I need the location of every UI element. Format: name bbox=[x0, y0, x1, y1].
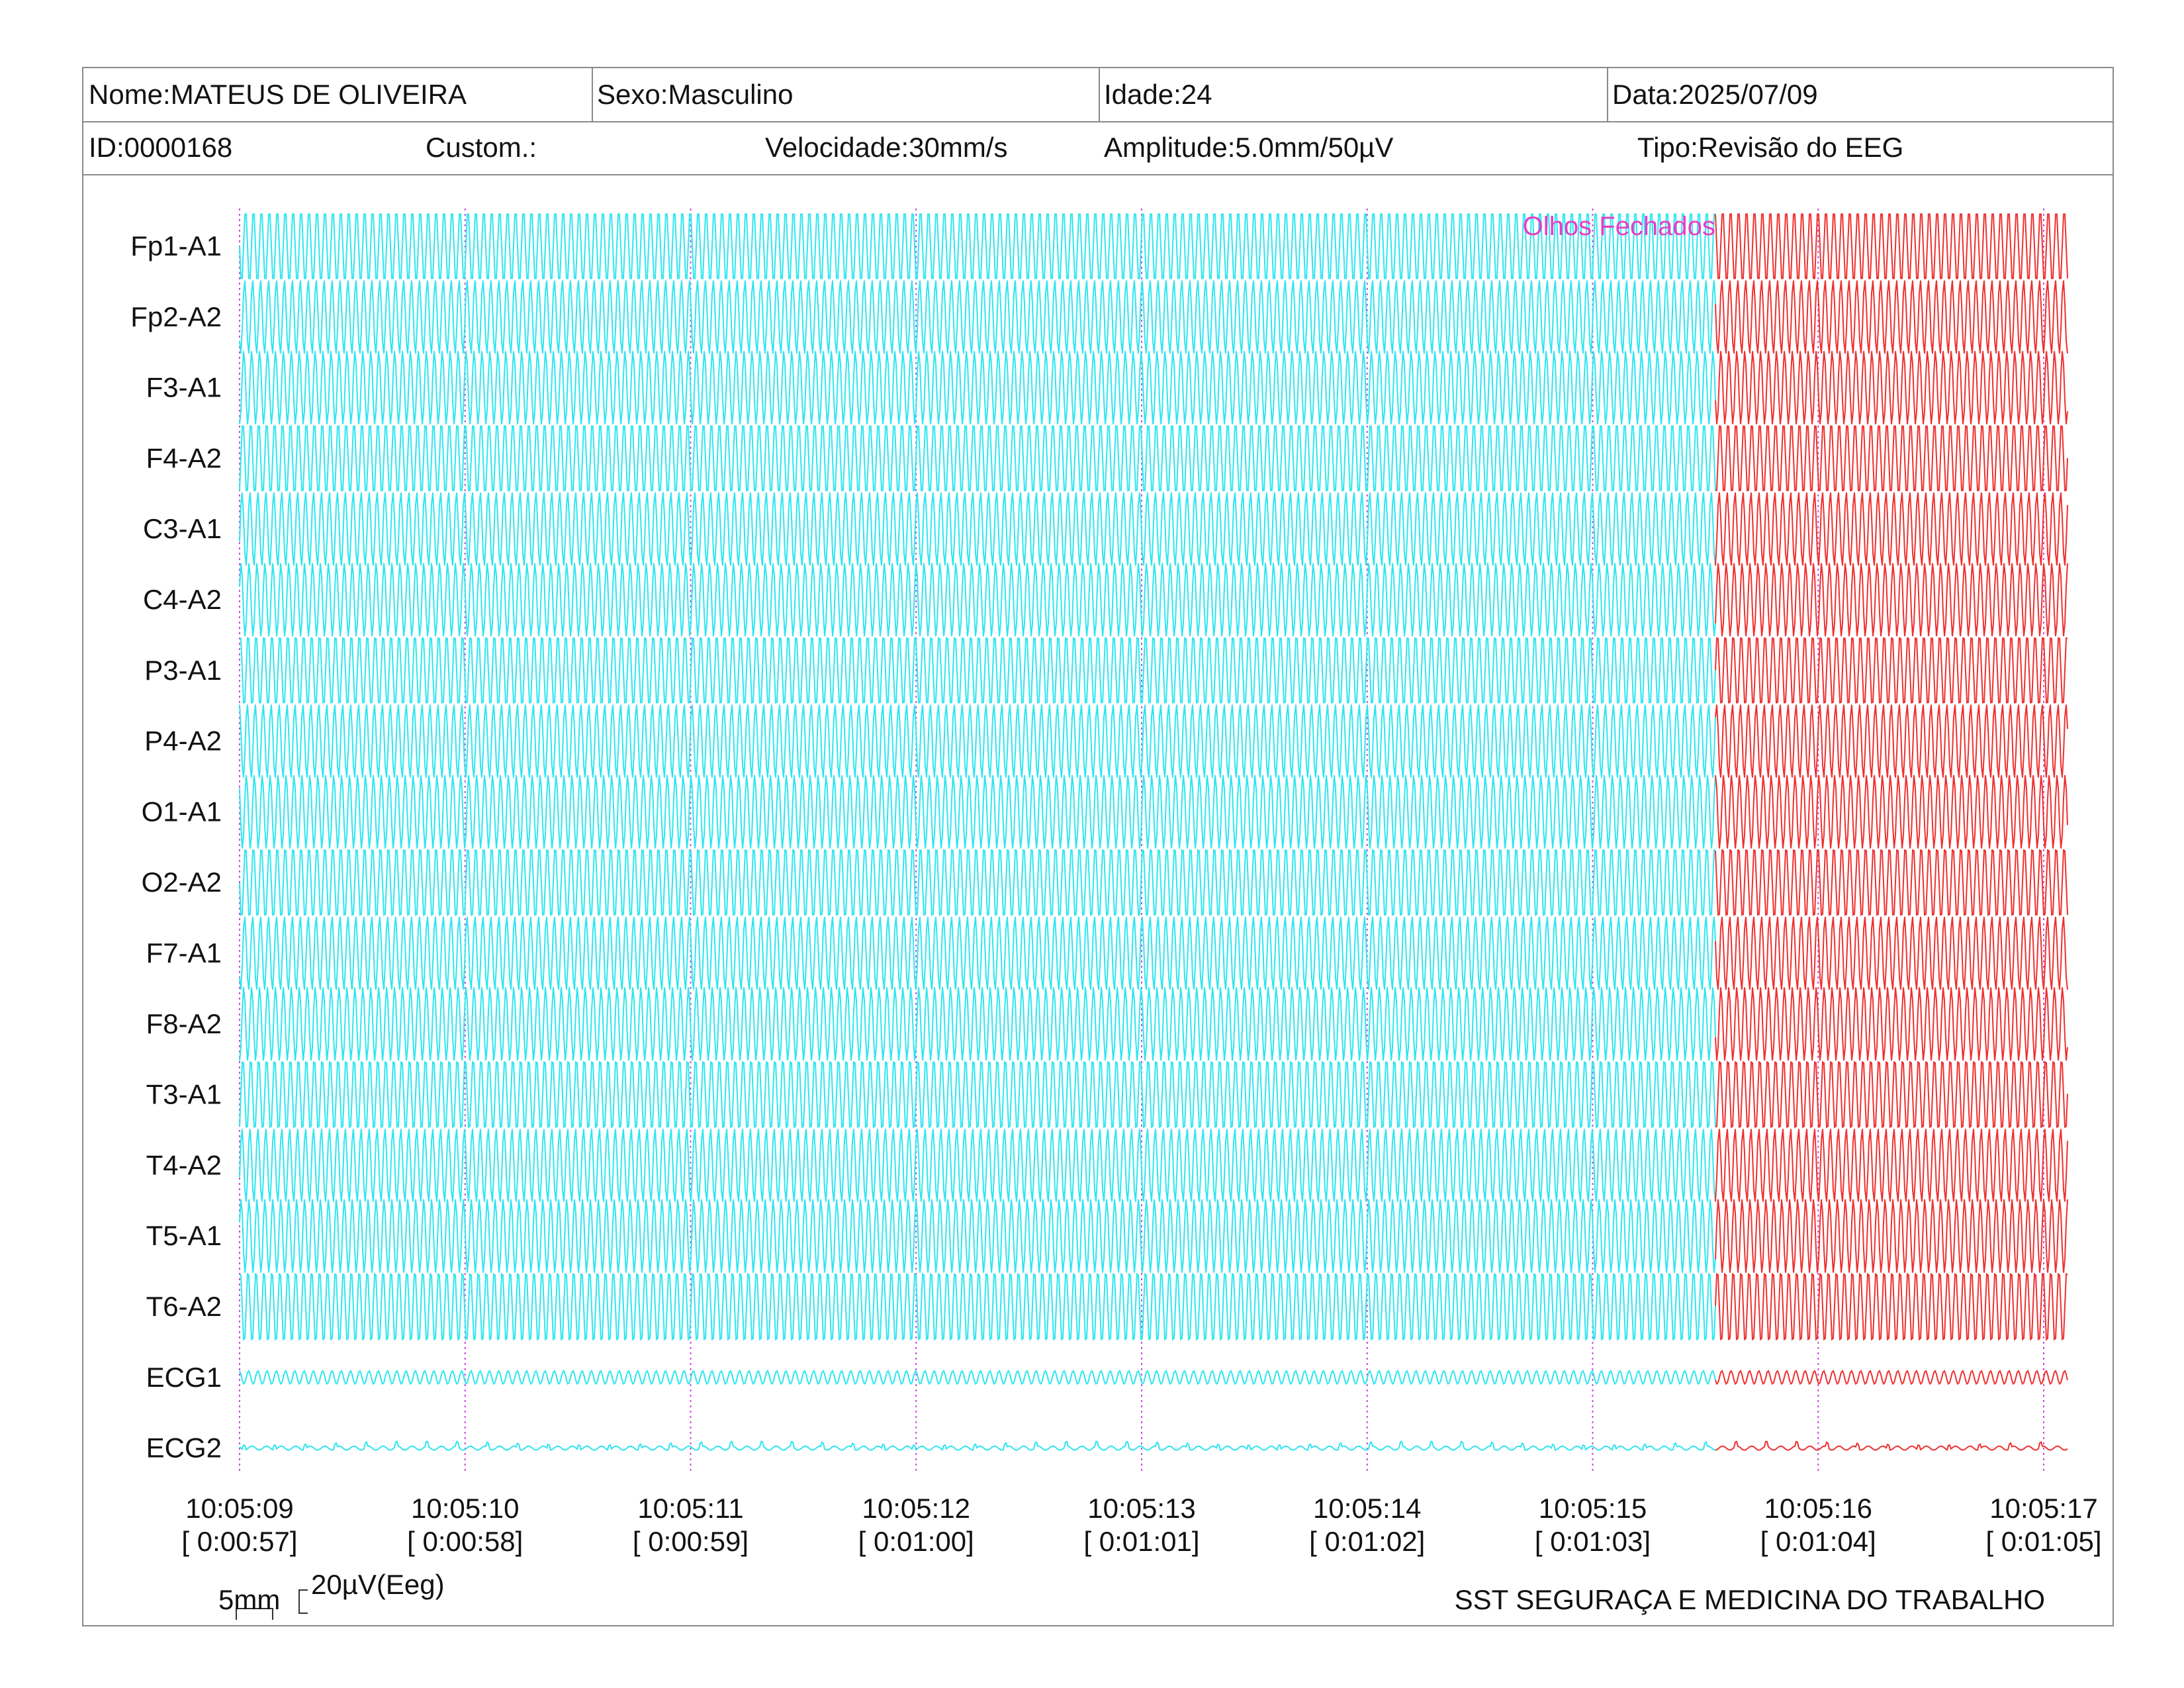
trace-eyes-open bbox=[239, 351, 1716, 424]
time-tick-elapsed: [ 0:01:02] bbox=[1309, 1526, 1425, 1557]
time-tick-elapsed: [ 0:01:05] bbox=[1985, 1526, 2101, 1557]
divider bbox=[592, 68, 593, 121]
exam-type: Tipo:Revisão do EEG bbox=[1637, 132, 1904, 163]
time-tick-clock: 10:05:15 bbox=[1539, 1493, 1647, 1524]
trace-eyes-closed bbox=[1715, 563, 2068, 637]
trace-eyes-open bbox=[239, 987, 1716, 1061]
time-tick-clock: 10:05:12 bbox=[862, 1493, 971, 1524]
patient-sex: Sexo:Masculino bbox=[597, 79, 794, 110]
time-tick-clock: 10:05:13 bbox=[1087, 1493, 1196, 1524]
patient-name: Nome:MATEUS DE OLIVEIRA bbox=[89, 79, 467, 110]
trace-eyes-closed bbox=[1715, 849, 2068, 916]
eeg-traces bbox=[239, 213, 2068, 1451]
channel-label: O2-A2 bbox=[142, 867, 222, 898]
channel-label: T3-A1 bbox=[146, 1079, 222, 1110]
trace-eyes-open bbox=[239, 1129, 1716, 1202]
channel-label: C3-A1 bbox=[143, 513, 222, 544]
time-tick-clock: 10:05:17 bbox=[1989, 1493, 2098, 1524]
channel-label: Fp2-A2 bbox=[130, 301, 222, 332]
channel-label: P3-A1 bbox=[144, 655, 222, 686]
divider bbox=[1607, 68, 1608, 121]
trace-eyes-closed bbox=[1715, 213, 2068, 279]
amplitude: Amplitude:5.0mm/50µV bbox=[1104, 132, 1394, 163]
time-gridlines bbox=[239, 209, 2044, 1473]
channel-label: ECG1 bbox=[146, 1362, 222, 1393]
trace-eyes-closed bbox=[1715, 637, 2068, 704]
time-tick-elapsed: [ 0:01:04] bbox=[1760, 1526, 1876, 1557]
channel-label: P4-A2 bbox=[144, 726, 222, 757]
header-row-patient: Nome:MATEUS DE OLIVEIRA Sexo:Masculino I… bbox=[83, 68, 2113, 122]
time-tick-elapsed: [ 0:01:01] bbox=[1083, 1526, 1199, 1557]
time-tick-elapsed: [ 0:00:59] bbox=[633, 1526, 749, 1557]
trace-eyes-open bbox=[239, 1440, 1716, 1451]
channel-label: F7-A1 bbox=[146, 937, 222, 968]
trace-eyes-closed bbox=[1715, 1199, 2068, 1273]
trace-eyes-open bbox=[239, 213, 1715, 279]
patient-age: Idade:24 bbox=[1104, 79, 1212, 110]
trace-eyes-open bbox=[239, 280, 1716, 354]
trace-eyes-closed bbox=[1715, 425, 2068, 492]
trace-eyes-open bbox=[239, 425, 1716, 492]
time-tick-clock: 10:05:14 bbox=[1313, 1493, 1422, 1524]
trace-eyes-open bbox=[239, 1199, 1716, 1273]
divider bbox=[1099, 68, 1100, 121]
speed: Velocidade:30mm/s bbox=[765, 132, 1008, 163]
time-tick-elapsed: [ 0:01:00] bbox=[858, 1526, 974, 1557]
trace-eyes-closed bbox=[1715, 1440, 2068, 1451]
trace-eyes-open bbox=[239, 775, 1716, 849]
trace-eyes-closed bbox=[1715, 280, 2068, 354]
time-tick-clock: 10:05:10 bbox=[411, 1493, 520, 1524]
channel-label: F3-A1 bbox=[146, 372, 222, 403]
trace-eyes-closed bbox=[1715, 916, 2068, 990]
trace-eyes-open bbox=[239, 637, 1716, 704]
trace-eyes-closed bbox=[1715, 775, 2068, 849]
header-row-exam: ID:0000168 Custom.: Velocidade:30mm/s Am… bbox=[83, 121, 2113, 175]
channel-label: T6-A2 bbox=[146, 1291, 222, 1322]
amp-scale-bracket bbox=[298, 1589, 308, 1614]
time-scale-label: 5mm bbox=[218, 1584, 281, 1615]
trace-eyes-open bbox=[239, 1272, 1716, 1341]
custom-field: Custom.: bbox=[426, 132, 537, 163]
trace-eyes-open bbox=[239, 1370, 1716, 1385]
report-frame: Nome:MATEUS DE OLIVEIRA Sexo:Masculino I… bbox=[82, 67, 2114, 1626]
channel-label: C4-A2 bbox=[143, 584, 222, 615]
time-tick-clock: 10:05:09 bbox=[185, 1493, 294, 1524]
trace-eyes-open bbox=[239, 492, 1716, 566]
trace-eyes-closed bbox=[1715, 987, 2068, 1061]
time-tick-labels: 10:05:09[ 0:00:57] 10:05:10[ 0:00:58] 10:0… bbox=[181, 1493, 2101, 1557]
trace-eyes-closed bbox=[1715, 1129, 2068, 1202]
patient-id: ID:0000168 bbox=[89, 132, 233, 163]
channel-label: O1-A1 bbox=[142, 796, 222, 827]
trace-eyes-closed bbox=[1715, 1370, 2068, 1385]
trace-eyes-open bbox=[239, 563, 1716, 637]
trace-eyes-open bbox=[239, 1060, 1716, 1129]
channel-label: F8-A2 bbox=[146, 1008, 222, 1039]
channel-label: T5-A1 bbox=[146, 1220, 222, 1251]
time-tick-clock: 10:05:11 bbox=[637, 1493, 743, 1524]
trace-eyes-open bbox=[239, 704, 1716, 778]
trace-eyes-closed bbox=[1715, 1272, 2068, 1341]
time-tick-clock: 10:05:16 bbox=[1764, 1493, 1873, 1524]
trace-eyes-closed bbox=[1715, 704, 2068, 778]
time-tick-elapsed: [ 0:00:57] bbox=[181, 1526, 297, 1557]
scale-bar bbox=[236, 1589, 308, 1620]
channel-label: T4-A2 bbox=[146, 1149, 222, 1180]
trace-eyes-closed bbox=[1715, 1060, 2068, 1129]
channel-label: ECG2 bbox=[146, 1432, 222, 1464]
exam-date: Data:2025/07/09 bbox=[1612, 79, 1818, 110]
channel-label: Fp1-A1 bbox=[130, 230, 222, 261]
trace-eyes-closed bbox=[1715, 351, 2068, 424]
amp-scale-label: 20µV(Eeg) bbox=[311, 1569, 445, 1600]
trace-eyes-closed bbox=[1715, 492, 2068, 566]
annotation-label: Olhos Fechados bbox=[1523, 212, 1715, 241]
company-name: SST SEGURAÇA E MEDICINA DO TRABALHO bbox=[1454, 1584, 2045, 1615]
time-tick-elapsed: [ 0:01:03] bbox=[1535, 1526, 1651, 1557]
channel-label: F4-A2 bbox=[146, 442, 222, 473]
time-scale-bracket bbox=[236, 1608, 273, 1620]
trace-eyes-open bbox=[239, 916, 1716, 990]
channel-labels: Fp1-A1 Fp2-A2 F3-A1 F4-A2 C3-A1 C4-A2 P3-A1 P4-… bbox=[130, 230, 222, 1464]
time-tick-elapsed: [ 0:00:58] bbox=[407, 1526, 523, 1557]
trace-eyes-open bbox=[239, 849, 1716, 916]
